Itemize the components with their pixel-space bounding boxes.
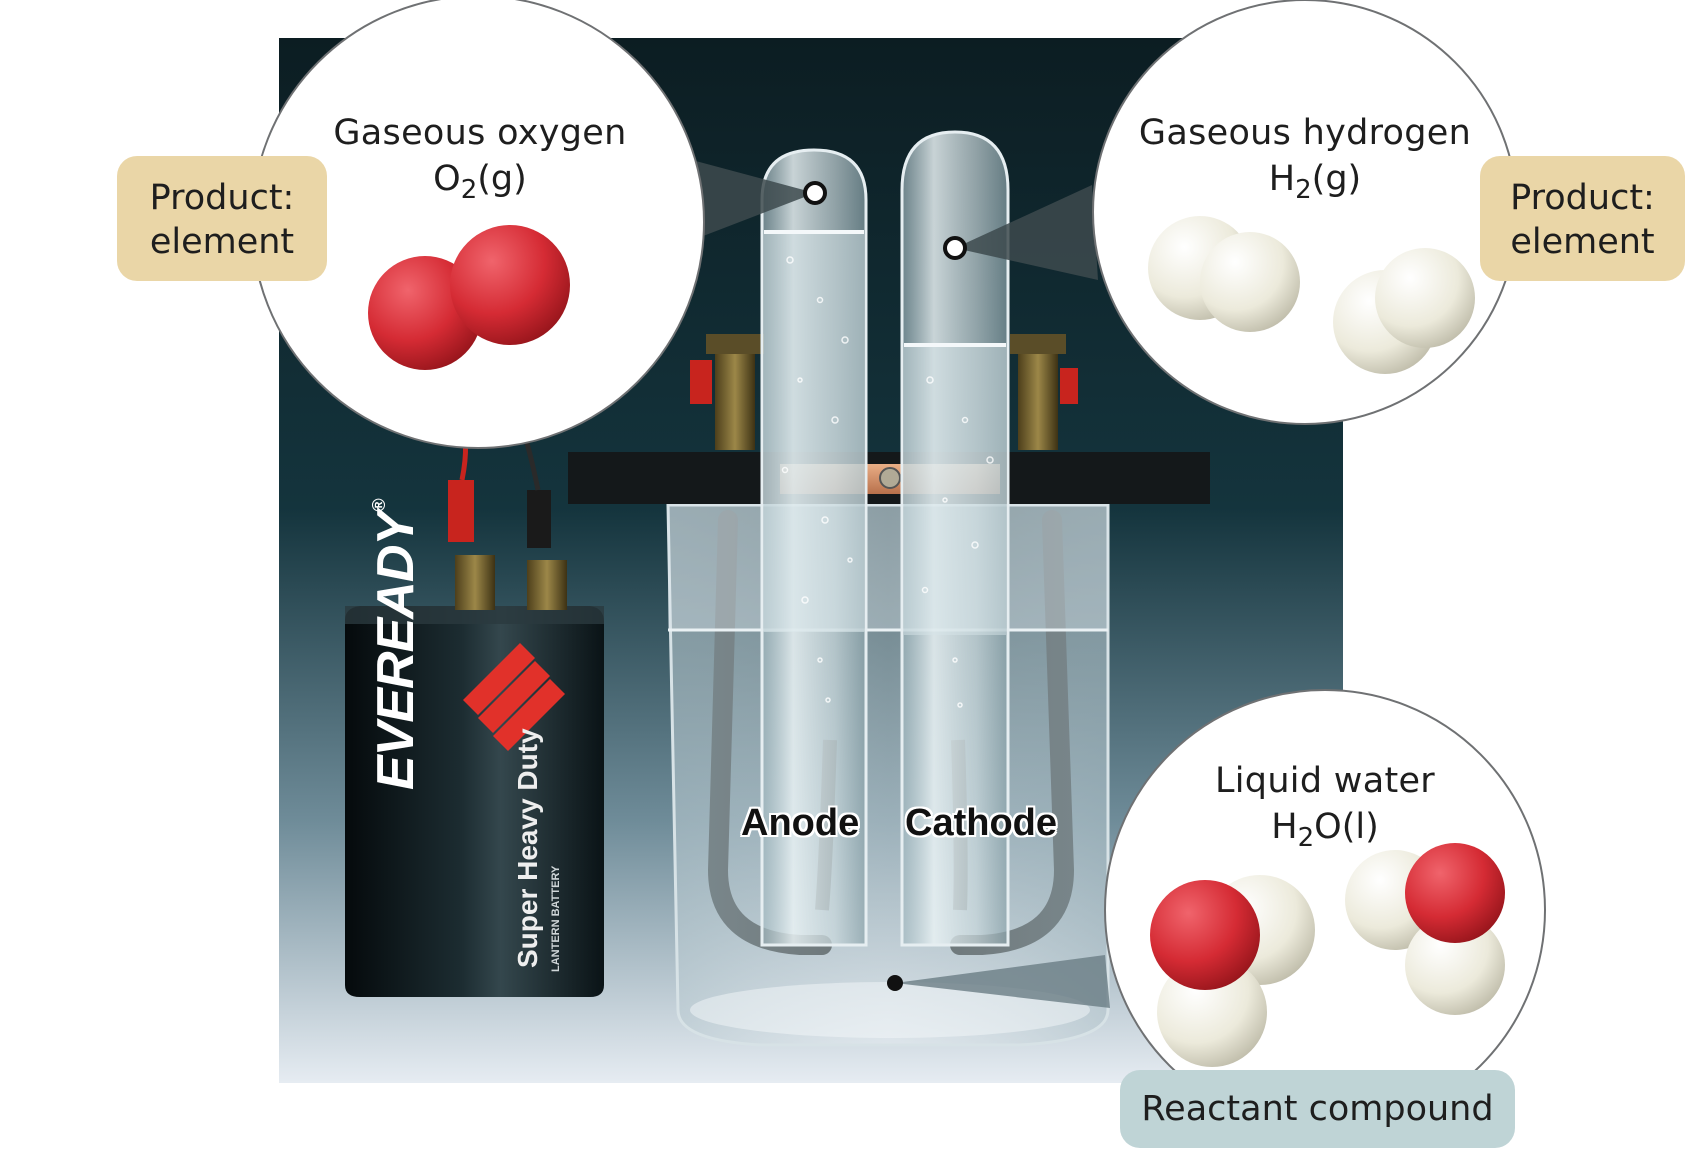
oxygen-subscript: 2 <box>461 175 478 205</box>
battery-line2: LANTERN BATTERY <box>550 866 562 972</box>
oxygen-tag-line1: Product: <box>117 176 327 220</box>
battery-brand: EVEREADY® <box>366 490 426 790</box>
oxygen-symbol: O <box>433 159 461 199</box>
cathode-label: Cathode <box>905 802 1057 845</box>
water-pointer-dot <box>887 975 903 991</box>
hydrogen-formula: H2(g) <box>1195 158 1435 211</box>
oxygen-state: (g) <box>477 159 527 199</box>
water-formula: H2O(l) <box>1205 806 1445 859</box>
oxygen-title: Gaseous oxygen <box>300 112 660 154</box>
water-symbol: H <box>1271 807 1297 847</box>
anode-label: Anode <box>741 802 859 845</box>
water-title: Liquid water <box>1165 760 1485 802</box>
oxygen-tag-line2: element <box>117 220 327 264</box>
water-subscript: 2 <box>1298 823 1315 853</box>
oxygen-formula: O2(g) <box>360 158 600 211</box>
hydrogen-title: Gaseous hydrogen <box>1120 112 1490 154</box>
hydrogen-bubble <box>1093 0 1517 424</box>
hydrogen-symbol: H <box>1269 159 1295 199</box>
battery-brand-name: EVEREADY <box>367 512 425 790</box>
hydrogen-tag-line2: element <box>1480 220 1685 264</box>
battery-registered-mark: ® <box>369 500 389 512</box>
water-rest: O(l) <box>1314 807 1379 847</box>
hydrogen-product-tag: Product: element <box>1480 156 1685 281</box>
hydrogen-subscript: 2 <box>1295 175 1312 205</box>
oxygen-pointer-dot <box>805 183 825 203</box>
hydrogen-state: (g) <box>1312 159 1362 199</box>
hydrogen-pointer-dot <box>945 238 965 258</box>
oxygen-product-tag: Product: element <box>117 156 327 281</box>
battery-line1: Super Heavy Duty <box>512 728 544 968</box>
hydrogen-tag-line1: Product: <box>1480 176 1685 220</box>
water-reactant-tag: Reactant compound <box>1120 1070 1515 1148</box>
